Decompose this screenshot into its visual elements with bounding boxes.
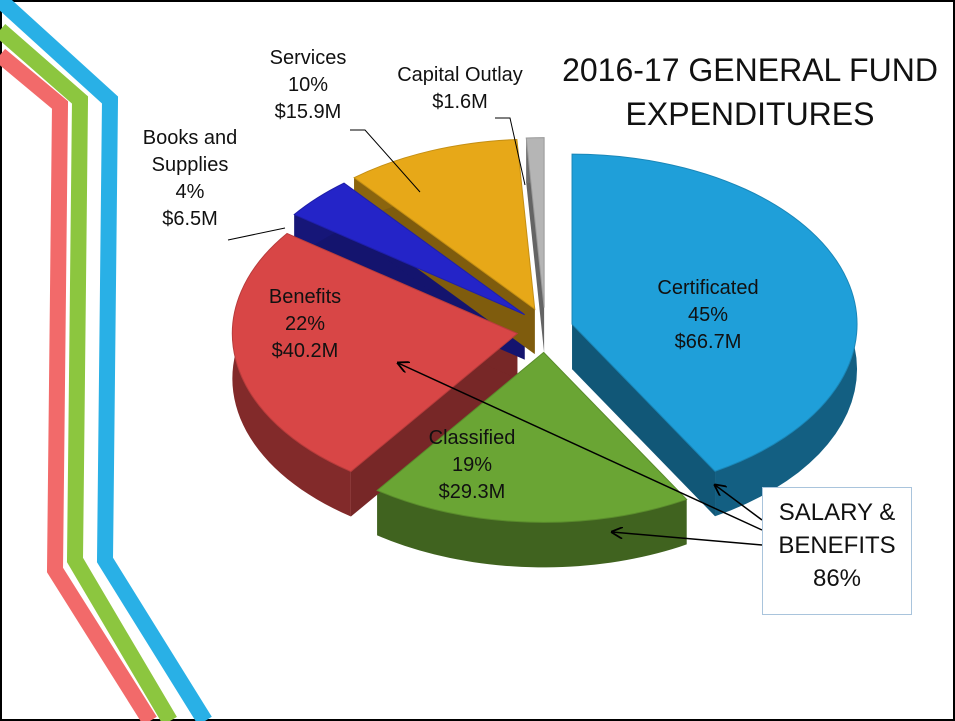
category-label: Books and Supplies [130, 125, 250, 179]
annotation-line: SALARY & [763, 496, 911, 529]
value-label: $66.7M [657, 329, 758, 356]
category-label: Certificated [657, 275, 758, 302]
chart-title: 2016-17 GENERAL FUND EXPENDITURES [560, 48, 940, 136]
value-label: $40.2M [269, 338, 341, 365]
percent-label: 22% [269, 311, 341, 338]
percent-label: 10% [270, 72, 347, 99]
value-label: $15.9M [270, 99, 347, 126]
percent-label: 19% [429, 452, 516, 479]
value-label: $6.5M [130, 206, 250, 233]
category-label: Classified [429, 425, 516, 452]
decor-stripes [0, 0, 205, 721]
value-label: $29.3M [429, 479, 516, 506]
category-label: Benefits [269, 284, 341, 311]
value-label: $1.6M [397, 89, 523, 116]
category-label: Capital Outlay [397, 62, 523, 89]
percent-label: 45% [657, 302, 758, 329]
annotation: SALARY & BENEFITS 86% [762, 487, 912, 615]
percent-label: 4% [130, 179, 250, 206]
data-label: Capital Outlay$1.6M [397, 62, 523, 116]
annotation-line: BENEFITS [763, 529, 911, 562]
annotation-line: 86% [763, 562, 911, 595]
slide: 2016-17 GENERAL FUND EXPENDITURES SALARY… [0, 0, 955, 721]
category-label: Services [270, 45, 347, 72]
